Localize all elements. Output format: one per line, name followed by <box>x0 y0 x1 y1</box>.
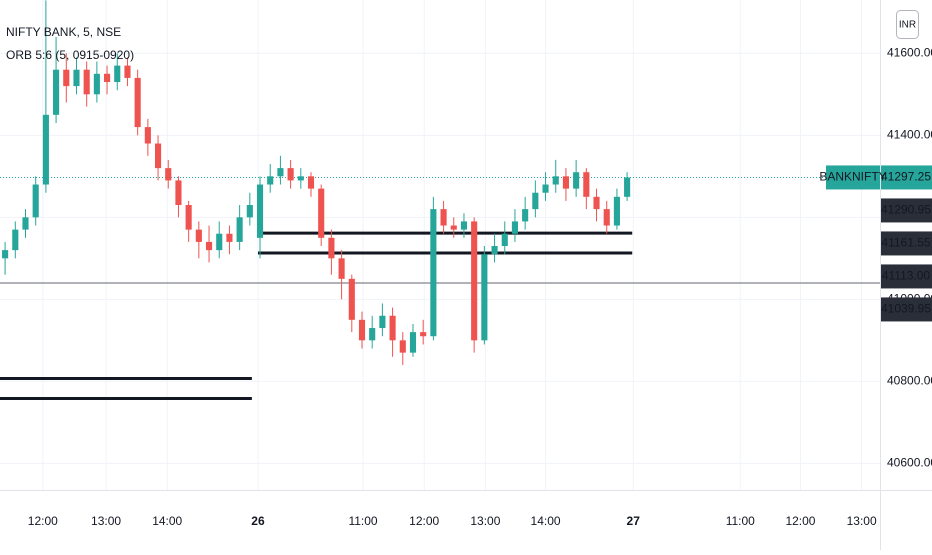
candle-body <box>603 209 610 226</box>
candle-body <box>460 221 468 230</box>
candle-body <box>22 217 29 230</box>
candle-body <box>440 209 447 226</box>
price-label-box <box>881 297 932 322</box>
candle-body <box>297 176 304 181</box>
candle-body <box>338 258 345 279</box>
candle-body <box>236 217 243 242</box>
candle-body <box>287 168 294 181</box>
candle-body <box>165 168 172 181</box>
candle-body <box>32 184 39 218</box>
candle-body <box>501 233 508 247</box>
x-tick-label: 11:00 <box>348 514 377 528</box>
candle-body <box>124 65 131 78</box>
candle-body <box>256 184 264 238</box>
candle-body <box>63 69 70 87</box>
candle-body <box>134 77 141 128</box>
y-tick-label: 40600.00 <box>887 456 932 470</box>
candle-body <box>195 229 202 242</box>
candle-body <box>277 168 284 177</box>
price-label-box <box>881 231 932 256</box>
candle-body <box>511 221 519 234</box>
x-tick-label: 12:00 <box>28 514 58 528</box>
price-label: 41297.25 <box>881 170 931 184</box>
candle-body <box>471 221 478 341</box>
candle-body <box>12 229 19 251</box>
candle-body <box>328 237 335 259</box>
symbol-label: BANKNIFTY <box>819 170 886 184</box>
candle-body <box>348 278 355 320</box>
candle-body <box>542 184 549 193</box>
y-tick-label: 41400.00 <box>887 127 932 141</box>
price-label: 41113.00 <box>882 269 931 283</box>
candle-body <box>593 196 600 210</box>
x-tick-label: 13:00 <box>470 514 500 528</box>
price-label-box <box>881 198 932 223</box>
x-tick-label: 13:00 <box>847 514 877 528</box>
currency[interactable]: INR <box>899 20 916 31</box>
chart-title: NIFTY BANK, 5, NSE <box>6 25 121 39</box>
candle-body <box>267 176 274 185</box>
candle-body <box>562 176 569 189</box>
candle-body <box>83 69 90 95</box>
candle-body <box>450 225 457 230</box>
candle-body <box>307 176 315 189</box>
price-label-box <box>881 165 932 190</box>
candle-body <box>144 127 151 144</box>
candle-body <box>205 241 213 251</box>
candle-body <box>522 209 529 222</box>
candle-body <box>104 73 111 83</box>
candle-body <box>532 192 539 210</box>
candle-body <box>175 180 182 206</box>
x-tick-label: 14:00 <box>152 514 182 528</box>
symbol-label-box <box>826 165 880 190</box>
candle-body <box>42 114 49 185</box>
candle-body <box>379 315 386 329</box>
candle-body <box>409 332 417 353</box>
candle-body <box>73 69 80 87</box>
y-tick-label: 40800.00 <box>887 374 932 388</box>
x-tick-label: 26 <box>251 514 265 528</box>
x-tick-label: 12:00 <box>785 514 815 528</box>
x-tick-label: 27 <box>627 514 641 528</box>
candle-body <box>481 254 488 341</box>
candle-body <box>624 177 631 197</box>
candle-body <box>53 69 60 115</box>
candle-body <box>358 319 366 341</box>
candle-body <box>114 65 121 83</box>
candle-body <box>573 172 580 189</box>
x-tick-label: 14:00 <box>531 514 561 528</box>
price-label-box <box>881 264 932 289</box>
x-tick-label: 11:00 <box>726 514 755 528</box>
candle-body <box>389 315 396 341</box>
candle-body <box>216 233 223 251</box>
candle-body <box>2 250 9 259</box>
price-label: 41039.95 <box>881 302 931 316</box>
price-label: 41290.95 <box>881 203 931 217</box>
x-tick-label: 13:00 <box>91 514 121 528</box>
candle-body <box>491 246 498 255</box>
candle-body <box>420 332 427 337</box>
candle-body <box>430 209 437 337</box>
candle-body <box>583 172 590 197</box>
candle-body <box>154 143 162 169</box>
candle-body <box>369 328 376 341</box>
candle-body <box>246 205 253 218</box>
price-label: 41161.55 <box>881 236 930 250</box>
candle-body <box>552 176 559 185</box>
candle-body <box>93 73 100 95</box>
currency-box[interactable] <box>896 10 919 39</box>
candle-body <box>613 196 620 226</box>
candle-body <box>318 188 325 238</box>
indicator-label: ORB 5:6 (5, 0915-0920) <box>6 48 134 62</box>
candle-body <box>226 233 233 242</box>
candle-body <box>185 205 192 230</box>
x-tick-label: 12:00 <box>409 514 439 528</box>
y-tick-label: 41600.00 <box>887 45 932 59</box>
candle-body <box>399 340 406 353</box>
